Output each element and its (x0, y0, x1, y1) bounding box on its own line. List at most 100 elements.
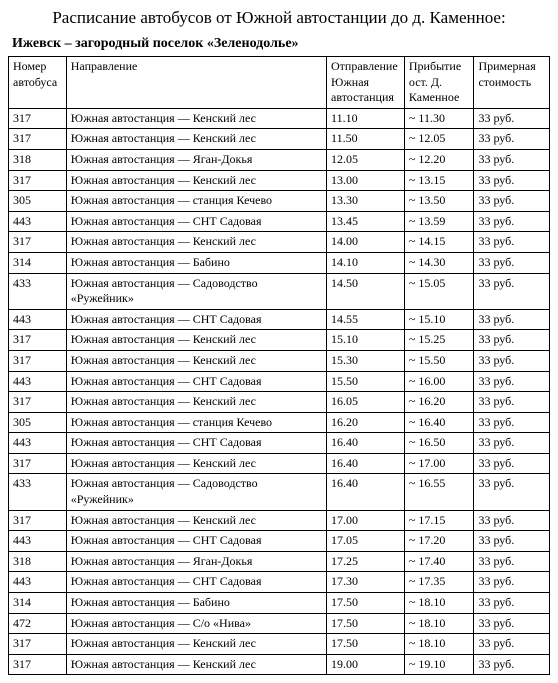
cell-direction: Южная автостанция — Яган-Докья (66, 149, 326, 170)
cell-direction: Южная автостанция — Кенский лес (66, 634, 326, 655)
cell-price: 33 руб. (474, 412, 550, 433)
route-subtitle: Ижевск – загородный поселок «Зеленодолье… (8, 36, 550, 52)
header-bus-number: Номер автобуса (9, 57, 67, 109)
cell-direction: Южная автостанция — Кенский лес (66, 510, 326, 531)
cell-bus-number: 314 (9, 252, 67, 273)
table-row: 317Южная автостанция — Кенский лес16.05~… (9, 392, 550, 413)
cell-departure: 17.50 (327, 634, 405, 655)
cell-departure: 11.50 (327, 129, 405, 150)
cell-bus-number: 317 (9, 232, 67, 253)
cell-price: 33 руб. (474, 371, 550, 392)
cell-price: 33 руб. (474, 654, 550, 675)
cell-direction: Южная автостанция — Бабино (66, 593, 326, 614)
cell-departure: 13.30 (327, 191, 405, 212)
cell-direction: Южная автостанция — Кенский лес (66, 654, 326, 675)
cell-bus-number: 443 (9, 572, 67, 593)
cell-price: 33 руб. (474, 531, 550, 552)
table-row: 317Южная автостанция — Кенский лес16.40~… (9, 453, 550, 474)
cell-price: 33 руб. (474, 170, 550, 191)
cell-price: 33 руб. (474, 593, 550, 614)
cell-arrival: ~ 17.00 (404, 453, 474, 474)
cell-departure: 19.00 (327, 654, 405, 675)
cell-arrival: ~ 17.35 (404, 572, 474, 593)
table-row: 443Южная автостанция — СНТ Садовая15.50~… (9, 371, 550, 392)
cell-departure: 17.25 (327, 551, 405, 572)
cell-departure: 17.05 (327, 531, 405, 552)
cell-bus-number: 443 (9, 531, 67, 552)
cell-bus-number: 314 (9, 593, 67, 614)
cell-arrival: ~ 16.55 (404, 474, 474, 510)
cell-departure: 16.05 (327, 392, 405, 413)
cell-direction: Южная автостанция — Кенский лес (66, 330, 326, 351)
table-row: 317Южная автостанция — Кенский лес14.00~… (9, 232, 550, 253)
cell-price: 33 руб. (474, 392, 550, 413)
cell-direction: Южная автостанция — СНТ Садовая (66, 211, 326, 232)
cell-departure: 16.40 (327, 433, 405, 454)
cell-departure: 17.30 (327, 572, 405, 593)
cell-bus-number: 433 (9, 273, 67, 309)
cell-bus-number: 317 (9, 510, 67, 531)
cell-arrival: ~ 13.59 (404, 211, 474, 232)
cell-arrival: ~ 15.05 (404, 273, 474, 309)
page-title: Расписание автобусов от Южной автостанци… (8, 8, 550, 28)
cell-price: 33 руб. (474, 350, 550, 371)
cell-bus-number: 443 (9, 371, 67, 392)
cell-direction: Южная автостанция — Садоводство «Ружейни… (66, 474, 326, 510)
table-row: 433Южная автостанция — Садоводство «Руже… (9, 273, 550, 309)
table-body: 317Южная автостанция — Кенский лес11.10~… (9, 108, 550, 675)
cell-direction: Южная автостанция — Кенский лес (66, 129, 326, 150)
cell-direction: Южная автостанция — Кенский лес (66, 392, 326, 413)
cell-price: 33 руб. (474, 453, 550, 474)
cell-direction: Южная автостанция — Кенский лес (66, 350, 326, 371)
cell-departure: 11.10 (327, 108, 405, 129)
cell-arrival: ~ 12.05 (404, 129, 474, 150)
cell-price: 33 руб. (474, 572, 550, 593)
table-header-row: Номер автобуса Направление Отправление Ю… (9, 57, 550, 109)
cell-price: 33 руб. (474, 330, 550, 351)
cell-direction: Южная автостанция — СНТ Садовая (66, 371, 326, 392)
cell-departure: 16.40 (327, 474, 405, 510)
schedule-table: Номер автобуса Направление Отправление Ю… (8, 56, 550, 675)
cell-arrival: ~ 14.30 (404, 252, 474, 273)
cell-bus-number: 433 (9, 474, 67, 510)
table-row: 433Южная автостанция — Садоводство «Руже… (9, 474, 550, 510)
table-row: 317Южная автостанция — Кенский лес17.00~… (9, 510, 550, 531)
cell-arrival: ~ 16.20 (404, 392, 474, 413)
cell-bus-number: 317 (9, 330, 67, 351)
table-row: 317Южная автостанция — Кенский лес13.00~… (9, 170, 550, 191)
table-row: 318Южная автостанция — Яган-Докья17.25~ … (9, 551, 550, 572)
cell-price: 33 руб. (474, 433, 550, 454)
cell-direction: Южная автостанция — Кенский лес (66, 453, 326, 474)
table-row: 317Южная автостанция — Кенский лес11.10~… (9, 108, 550, 129)
cell-direction: Южная автостанция — станция Кечево (66, 412, 326, 433)
header-arrival: Прибытие ост. Д. Каменное (404, 57, 474, 109)
cell-bus-number: 317 (9, 170, 67, 191)
cell-arrival: ~ 16.00 (404, 371, 474, 392)
cell-arrival: ~ 19.10 (404, 654, 474, 675)
cell-price: 33 руб. (474, 510, 550, 531)
cell-price: 33 руб. (474, 191, 550, 212)
cell-bus-number: 317 (9, 129, 67, 150)
table-row: 305Южная автостанция — станция Кечево13.… (9, 191, 550, 212)
cell-departure: 15.30 (327, 350, 405, 371)
cell-bus-number: 317 (9, 453, 67, 474)
table-row: 443Южная автостанция — СНТ Садовая16.40~… (9, 433, 550, 454)
cell-arrival: ~ 11.30 (404, 108, 474, 129)
cell-price: 33 руб. (474, 551, 550, 572)
cell-bus-number: 443 (9, 309, 67, 330)
cell-bus-number: 318 (9, 149, 67, 170)
cell-direction: Южная автостанция — Кенский лес (66, 232, 326, 253)
table-row: 314Южная автостанция — Бабино14.10~ 14.3… (9, 252, 550, 273)
table-row: 317Южная автостанция — Кенский лес15.10~… (9, 330, 550, 351)
cell-price: 33 руб. (474, 149, 550, 170)
cell-arrival: ~ 18.10 (404, 634, 474, 655)
cell-arrival: ~ 18.10 (404, 593, 474, 614)
cell-arrival: ~ 13.15 (404, 170, 474, 191)
cell-price: 33 руб. (474, 252, 550, 273)
cell-bus-number: 305 (9, 412, 67, 433)
table-row: 443Южная автостанция — СНТ Садовая17.05~… (9, 531, 550, 552)
cell-arrival: ~ 17.15 (404, 510, 474, 531)
table-row: 443Южная автостанция — СНТ Садовая14.55~… (9, 309, 550, 330)
cell-arrival: ~ 12.20 (404, 149, 474, 170)
cell-arrival: ~ 15.25 (404, 330, 474, 351)
